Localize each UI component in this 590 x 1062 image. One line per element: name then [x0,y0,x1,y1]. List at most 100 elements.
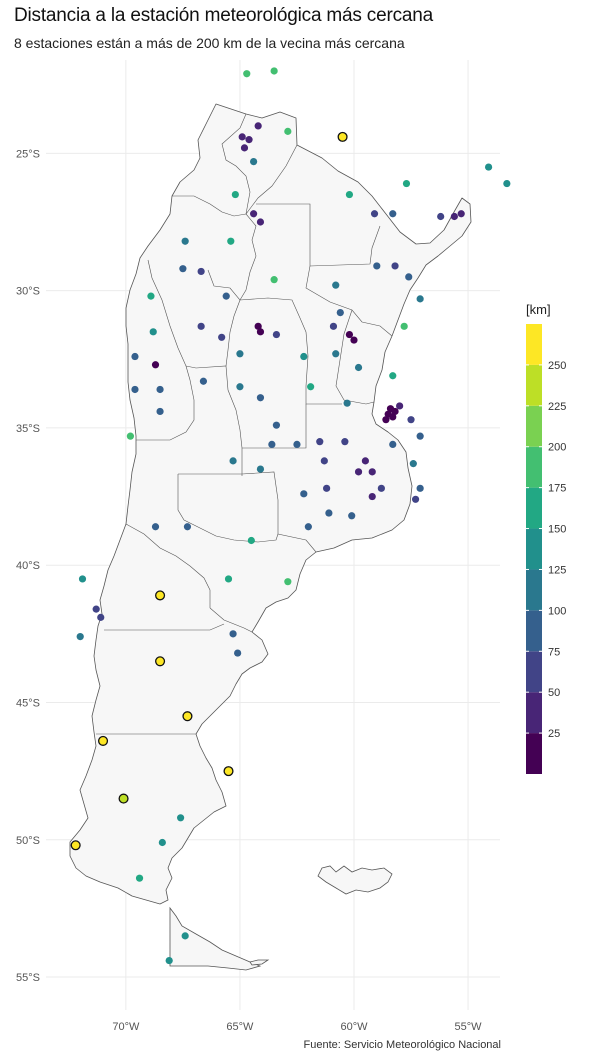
legend-label: 25 [548,728,560,740]
mainland-outline [69,103,472,905]
station-point [300,352,308,361]
station-point [300,490,308,498]
station-point [416,484,424,492]
station-point [405,273,413,281]
station-point [247,536,255,545]
station-point [231,190,239,199]
station-point [320,457,328,465]
station-point-isolated [223,766,234,777]
station-point [407,416,415,424]
station-point [270,276,278,284]
station-point [165,956,173,965]
station-points [70,67,511,965]
station-point [147,292,155,300]
station-point [250,210,258,218]
station-point [368,468,376,476]
legend-label: 175 [548,483,566,495]
station-point [135,874,144,882]
station-point [131,352,139,361]
station-point [484,163,493,171]
station-point-isolated [155,590,166,601]
x-tick-label: 55°W [455,1021,483,1033]
station-point [325,509,333,517]
station-point [373,262,381,270]
legend: [km] 250 225 200 175 150 125 100 75 50 25 [526,302,566,774]
legend-color-bin [526,405,542,447]
station-point [272,330,281,339]
station-point [268,440,276,448]
legend-color-bin [526,324,542,365]
station-point [151,523,160,531]
station-point [345,330,354,339]
station-point [229,457,237,465]
y-tick-label: 25°S [16,148,40,160]
station-point [345,190,354,199]
station-point [336,309,344,317]
station-point [156,407,164,416]
station-point-isolated [155,656,166,667]
station-point [389,440,397,448]
station-point [400,322,408,330]
station-point [354,468,363,476]
station-point [149,328,157,336]
legend-label: 200 [548,442,566,454]
legend-title: [km] [526,302,551,317]
y-tick-label: 50°S [16,835,40,847]
station-point [391,262,399,270]
station-point [416,432,424,440]
provincial-borders [96,113,393,735]
y-tick-label: 40°S [16,560,40,572]
station-point [437,212,445,221]
legend-color-bin [526,528,542,570]
station-point [409,460,417,468]
y-tick-label: 45°S [16,697,40,709]
station-point [329,322,338,330]
station-point [181,237,189,245]
station-point [126,432,135,440]
x-tick-label: 60°W [340,1021,368,1033]
station-point [240,144,249,152]
x-axis: 70°W 65°W 60°W 55°W [112,1021,482,1033]
station-point [354,363,363,372]
y-tick-label: 35°S [16,423,40,435]
station-point [416,295,424,303]
source-caption: Fuente: Servicio Meteorológico Nacional [303,1039,502,1051]
legend-color-bin [526,651,542,693]
station-point [316,438,324,446]
station-point [234,649,242,657]
legend-label: 125 [548,564,566,576]
station-point [254,122,262,130]
station-point [396,402,404,410]
station-point [156,385,164,394]
legend-label: 225 [548,401,566,413]
station-point [457,210,465,218]
station-point-isolated [118,793,129,804]
station-point-isolated [337,131,348,142]
station-point [245,136,253,144]
station-point [382,416,390,424]
station-point [256,218,265,226]
station-point [389,210,397,218]
station-point [323,484,331,492]
station-point [256,394,265,402]
argentina-land [69,103,472,971]
station-point [197,322,205,330]
legend-color-bin [526,364,542,406]
station-point [76,632,84,641]
station-point [92,605,100,613]
islas-malvinas [317,865,393,895]
station-point [391,407,399,416]
station-point [158,838,166,847]
legend-color-bin [526,446,542,488]
station-point [177,814,185,822]
legend-label: 50 [548,687,560,699]
legend-label: 100 [548,605,566,617]
station-point [332,281,340,289]
legend-color-bin [526,733,542,774]
y-tick-label: 30°S [16,286,40,298]
legend-color-bin [526,610,542,652]
y-axis: 25°S 30°S 35°S 40°S 45°S 50°S 55°S [16,148,40,984]
chart-subtitle: 8 estaciones están a más de 200 km de la… [14,35,405,51]
legend-label: 150 [548,524,566,536]
station-point [307,383,315,391]
